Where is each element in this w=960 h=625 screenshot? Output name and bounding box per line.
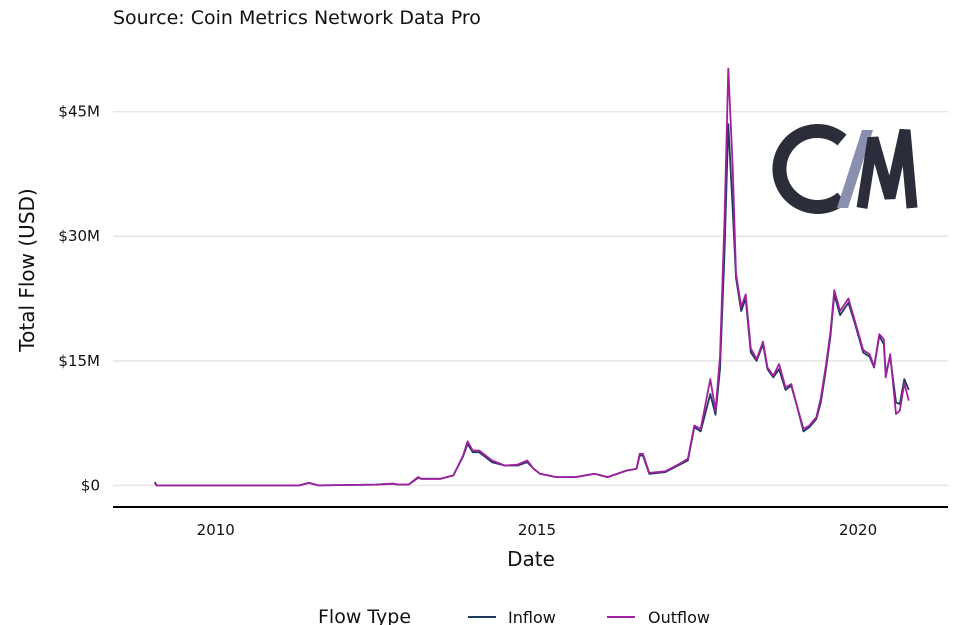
logo-c-shape (772, 124, 847, 214)
cm-logo (772, 124, 918, 214)
y-axis-label: Total Flow (USD) (15, 188, 39, 352)
legend-title: Flow Type (318, 606, 411, 625)
logo-slash-shape (837, 130, 873, 208)
logo-m-shape (856, 128, 918, 209)
legend-label-outflow: Outflow (648, 608, 710, 625)
series-line-outflow (153, 67, 910, 487)
chart-subtitle: Source: Coin Metrics Network Data Pro (113, 7, 481, 29)
x-axis-label: Date (507, 547, 555, 571)
y-tick-label: $45M (58, 103, 100, 121)
x-tick-label: 2015 (518, 521, 556, 539)
y-tick-label: $15M (58, 352, 100, 370)
x-tick-label: 2020 (839, 521, 877, 539)
series-line-inflow (153, 123, 910, 487)
legend-label-inflow: Inflow (508, 608, 556, 625)
y-tick-label: $0 (81, 476, 100, 494)
legend: Flow Type Inflow Outflow (318, 606, 710, 625)
y-tick-label: $30M (58, 227, 100, 245)
x-tick-label: 2010 (197, 521, 235, 539)
